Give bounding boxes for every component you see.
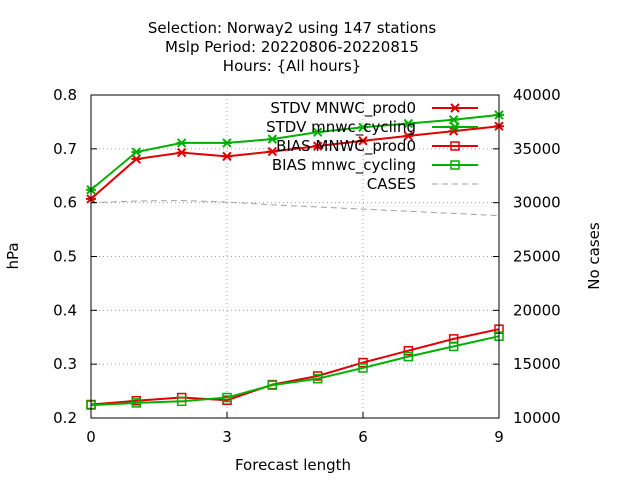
y-tick-label: 0.5 bbox=[53, 248, 77, 266]
legend-item: BIAS mnwc_cycling bbox=[272, 156, 478, 175]
y2-tick-label: 40000 bbox=[513, 86, 561, 104]
y-tick-label: 0.6 bbox=[53, 194, 77, 212]
y-tick-label: 0.4 bbox=[53, 301, 77, 319]
y2-tick-label: 20000 bbox=[513, 301, 561, 319]
data-point bbox=[450, 122, 460, 132]
legend-item: STDV mnwc_cycling bbox=[266, 118, 478, 137]
data-point bbox=[222, 392, 232, 403]
data-point bbox=[358, 136, 368, 146]
data-point bbox=[403, 345, 414, 356]
data-point bbox=[450, 160, 460, 170]
data-point bbox=[358, 122, 368, 133]
data-point bbox=[403, 131, 414, 141]
legend-item: BIAS MNWC_prod0 bbox=[276, 137, 478, 156]
series-layer bbox=[86, 110, 504, 410]
y2-axis-label: No cases bbox=[585, 222, 603, 290]
series bbox=[86, 110, 504, 195]
x-axis-label: Forecast length bbox=[235, 456, 351, 474]
series bbox=[90, 200, 500, 217]
y2-tick-label: 35000 bbox=[513, 140, 561, 158]
data-point bbox=[131, 154, 142, 164]
y-tick-label: 0.3 bbox=[53, 355, 77, 373]
series bbox=[86, 324, 504, 410]
y2-tick-label: 30000 bbox=[513, 194, 561, 212]
data-point bbox=[267, 134, 278, 144]
series-line bbox=[90, 200, 500, 217]
data-point bbox=[267, 380, 278, 390]
data-point bbox=[267, 146, 278, 157]
legend-label: STDV mnwc_cycling bbox=[266, 118, 416, 137]
legend-item: CASES bbox=[367, 175, 478, 193]
data-point bbox=[403, 118, 414, 129]
data-point bbox=[358, 363, 368, 373]
data-point bbox=[312, 127, 323, 137]
title-line-1: Selection: Norway2 using 147 stations bbox=[148, 19, 436, 37]
y2-tick-label: 10000 bbox=[513, 409, 561, 427]
x-tick-label: 0 bbox=[86, 428, 96, 446]
data-point bbox=[358, 357, 368, 368]
data-point bbox=[403, 351, 414, 362]
ticks: 0.2 0.3 0.4 0.5 0.6 0.7 0.8 10000 15000 20000 2500… bbox=[53, 86, 561, 446]
y-tick-label: 0.2 bbox=[53, 409, 77, 427]
data-point bbox=[176, 147, 187, 158]
x-tick-label: 6 bbox=[358, 428, 368, 446]
y-tick-label: 0.7 bbox=[53, 140, 77, 158]
data-point bbox=[450, 141, 460, 151]
legend-item: STDV MNWC_prod0 bbox=[270, 99, 478, 118]
data-point bbox=[450, 103, 460, 113]
data-point bbox=[222, 138, 232, 148]
title-line-2: Mslp Period: 20220806-20220815 bbox=[165, 38, 419, 56]
series-line bbox=[90, 328, 500, 406]
data-point bbox=[448, 115, 459, 125]
y-tick-label: 0.8 bbox=[53, 86, 77, 104]
x-tick-label: 9 bbox=[494, 428, 504, 446]
title-line-3: Hours: {All hours} bbox=[223, 57, 361, 75]
series-line bbox=[90, 125, 500, 200]
series bbox=[86, 121, 504, 204]
legend-label: STDV MNWC_prod0 bbox=[270, 99, 416, 118]
series bbox=[86, 331, 504, 410]
legend-label: BIAS mnwc_cycling bbox=[272, 156, 416, 175]
series-line bbox=[90, 335, 500, 407]
data-point bbox=[312, 141, 323, 151]
data-point bbox=[176, 138, 187, 148]
data-point bbox=[131, 147, 142, 157]
y2-tick-label: 25000 bbox=[513, 248, 561, 266]
data-point bbox=[176, 396, 187, 407]
x-tick-label: 3 bbox=[222, 428, 232, 446]
y-axis-label: hPa bbox=[4, 242, 22, 269]
legend-label: BIAS MNWC_prod0 bbox=[276, 137, 416, 156]
legend-label: CASES bbox=[367, 175, 416, 193]
y2-tick-label: 15000 bbox=[513, 355, 561, 373]
data-point bbox=[131, 398, 142, 408]
chart-title: Selection: Norway2 using 147 stations Ms… bbox=[148, 19, 436, 75]
data-point bbox=[222, 151, 232, 162]
data-point bbox=[312, 373, 323, 384]
data-point bbox=[448, 341, 459, 352]
series-line bbox=[90, 113, 500, 191]
